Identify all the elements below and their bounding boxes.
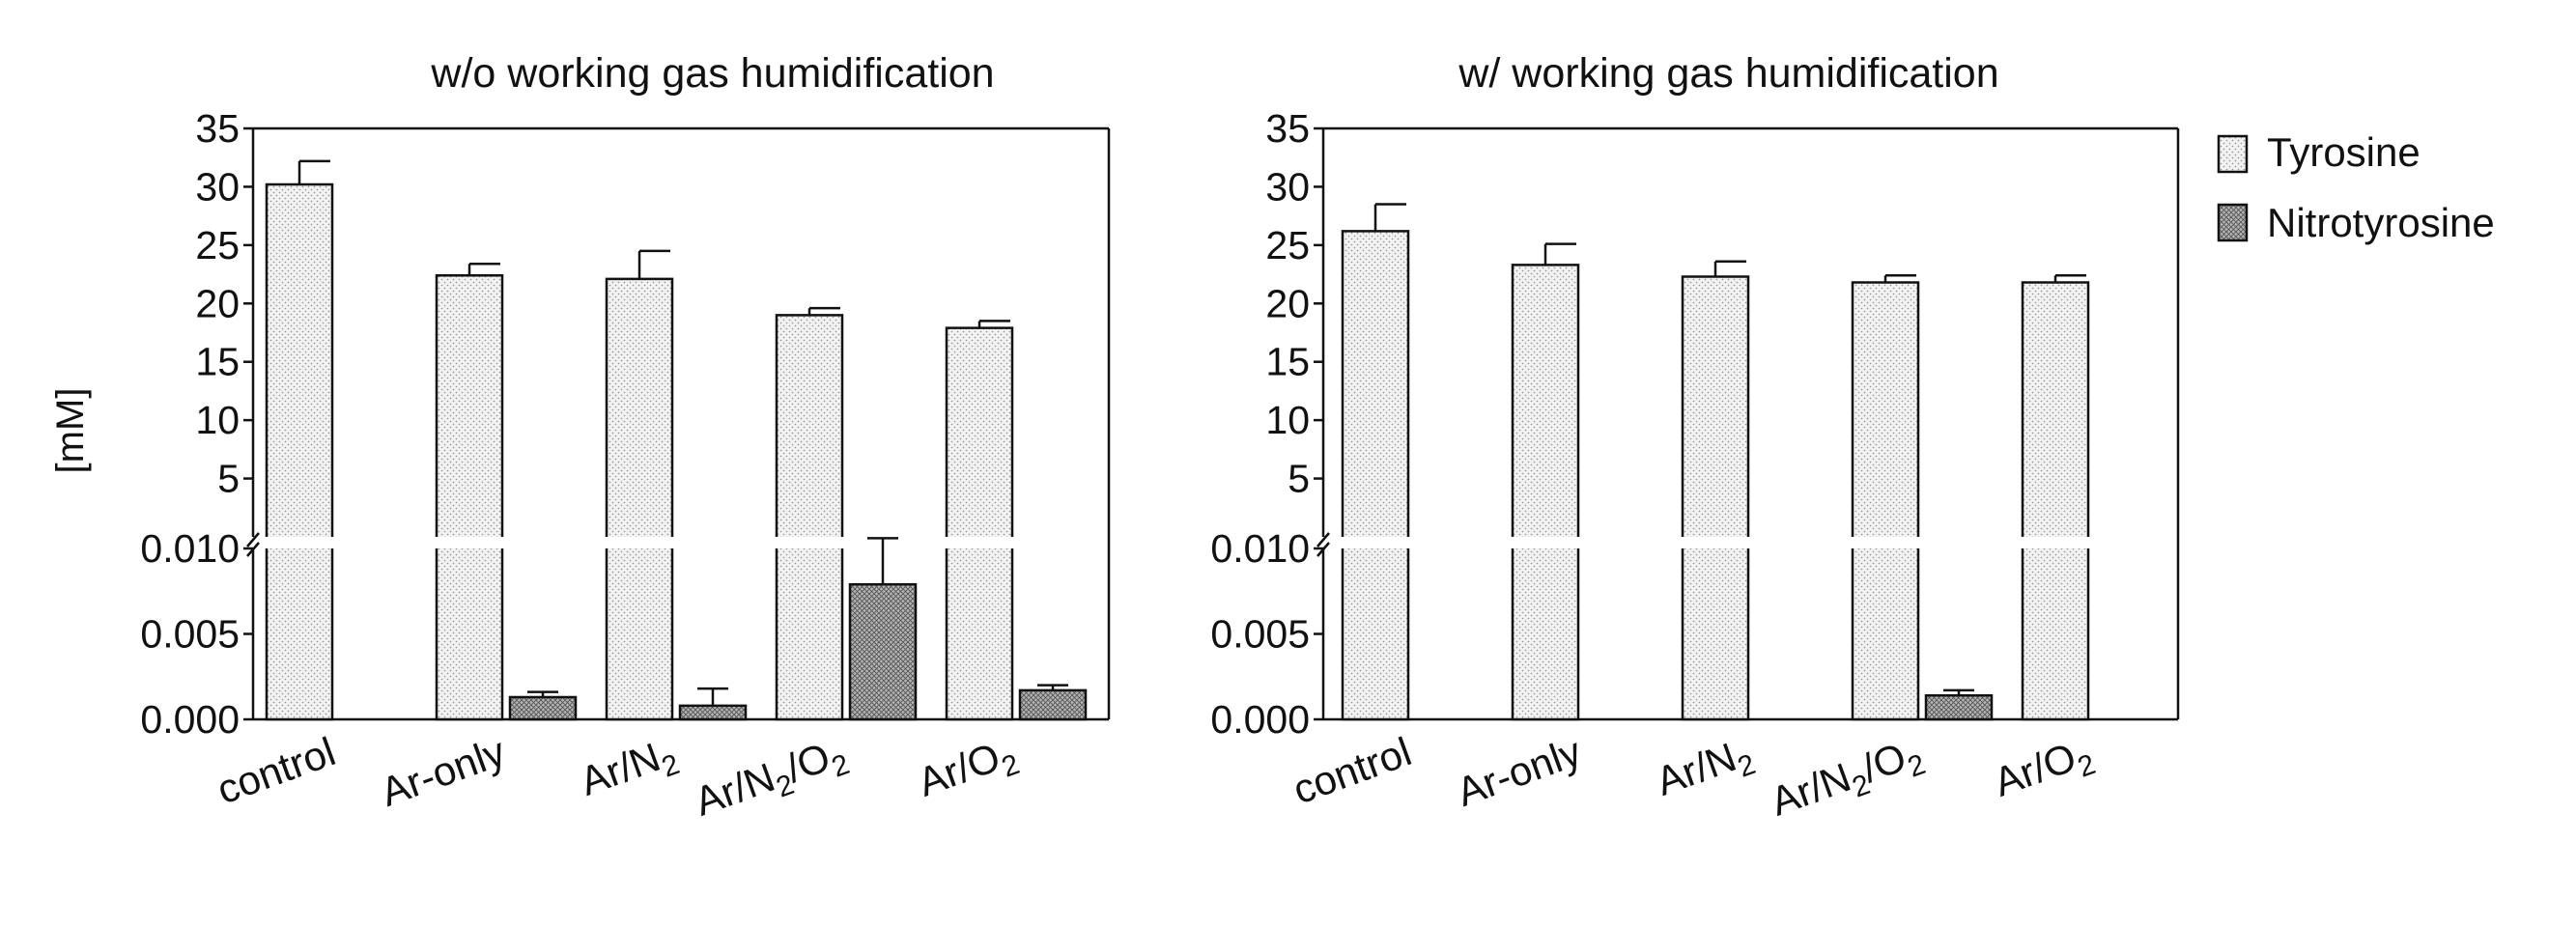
- legend: Tyrosine Nitrotyrosine: [2217, 129, 2495, 245]
- legend-swatch-tyrosine: [2217, 134, 2249, 174]
- y-tick-label: 0.000: [1210, 697, 1310, 742]
- y-tick-label: 5: [1288, 457, 1310, 501]
- y-tick-label: 0.010: [140, 526, 240, 571]
- bar-tyrosine-lower: [1341, 548, 1410, 721]
- bar-tyrosine-upper: [265, 182, 334, 537]
- legend-swatch-nitrotyrosine: [2217, 203, 2249, 242]
- bar-nitrotyrosine: [508, 695, 578, 721]
- bar-nitrotyrosine: [1018, 688, 1088, 721]
- x-tick-label: Ar/N2: [1650, 728, 1759, 811]
- axis-break-mark-upper: [1316, 532, 1330, 547]
- y-tick-label: 25: [195, 223, 240, 267]
- bar-tyrosine-lower: [1511, 548, 1580, 721]
- y-axis-label: [mM]: [49, 388, 92, 474]
- bar-nitrotyrosine: [1924, 693, 1994, 721]
- y-tick-label: 10: [1265, 398, 1310, 442]
- y-tick-label: 30: [195, 164, 240, 209]
- y-tick-label: 35: [195, 106, 240, 151]
- y-tick-label: 0.005: [140, 612, 240, 657]
- bar-nitrotyrosine: [678, 704, 748, 721]
- bar-tyrosine-lower: [1681, 548, 1750, 721]
- bar-tyrosine-upper: [1681, 275, 1750, 537]
- bar-tyrosine-upper: [1511, 264, 1580, 537]
- y-tick-label: 0.005: [1210, 612, 1310, 657]
- bar-tyrosine-lower: [605, 548, 674, 721]
- bar-tyrosine-upper: [605, 277, 674, 537]
- x-tick-label: Ar/N2/O2: [1765, 728, 1930, 831]
- y-tick-label: 20: [1265, 281, 1310, 325]
- axis-break-mark-upper: [246, 532, 260, 547]
- bar-tyrosine-upper: [945, 326, 1014, 537]
- bar-tyrosine-upper: [775, 314, 844, 537]
- x-tick-label: Ar/O2: [1988, 728, 2100, 812]
- y-tick-label: 15: [195, 340, 240, 384]
- bar-nitrotyrosine: [848, 582, 918, 721]
- y-tick-label: 20: [195, 281, 240, 325]
- chart-1-title: w/o working gas humidification: [430, 50, 994, 97]
- bar-tyrosine-upper: [1341, 230, 1410, 537]
- bar-tyrosine-lower: [945, 548, 1014, 721]
- bar-tyrosine-upper: [1851, 281, 1920, 537]
- legend-label-tyrosine: Tyrosine: [2267, 129, 2420, 175]
- x-tick-label: Ar/N2/O2: [689, 728, 854, 831]
- bar-tyrosine-lower: [1851, 548, 1920, 721]
- x-tick-label: Ar-only: [375, 728, 511, 815]
- y-tick-label: 0.010: [1210, 526, 1310, 571]
- y-tick-label: 30: [1265, 164, 1310, 209]
- x-tick-label: Ar-only: [1451, 728, 1587, 815]
- y-tick-label: 15: [1265, 340, 1310, 384]
- bar-tyrosine-upper: [2021, 281, 2090, 537]
- bar-tyrosine-lower: [775, 548, 844, 721]
- y-tick-label: 10: [195, 398, 240, 442]
- chart-2-title: w/ working gas humidification: [1458, 50, 1998, 97]
- bar-tyrosine-upper: [435, 274, 504, 537]
- bar-tyrosine-lower: [2021, 548, 2090, 721]
- y-tick-label: 35: [1265, 106, 1310, 151]
- legend-label-nitrotyrosine: Nitrotyrosine: [2267, 200, 2495, 245]
- y-tick-label: 5: [217, 457, 240, 501]
- x-tick-label: Ar/N2: [574, 728, 683, 811]
- y-tick-label: 25: [1265, 223, 1310, 267]
- bar-tyrosine-lower: [435, 548, 504, 721]
- y-tick-label: 0.000: [140, 697, 240, 742]
- bar-tyrosine-lower: [265, 548, 334, 721]
- x-tick-label: Ar/O2: [912, 728, 1024, 812]
